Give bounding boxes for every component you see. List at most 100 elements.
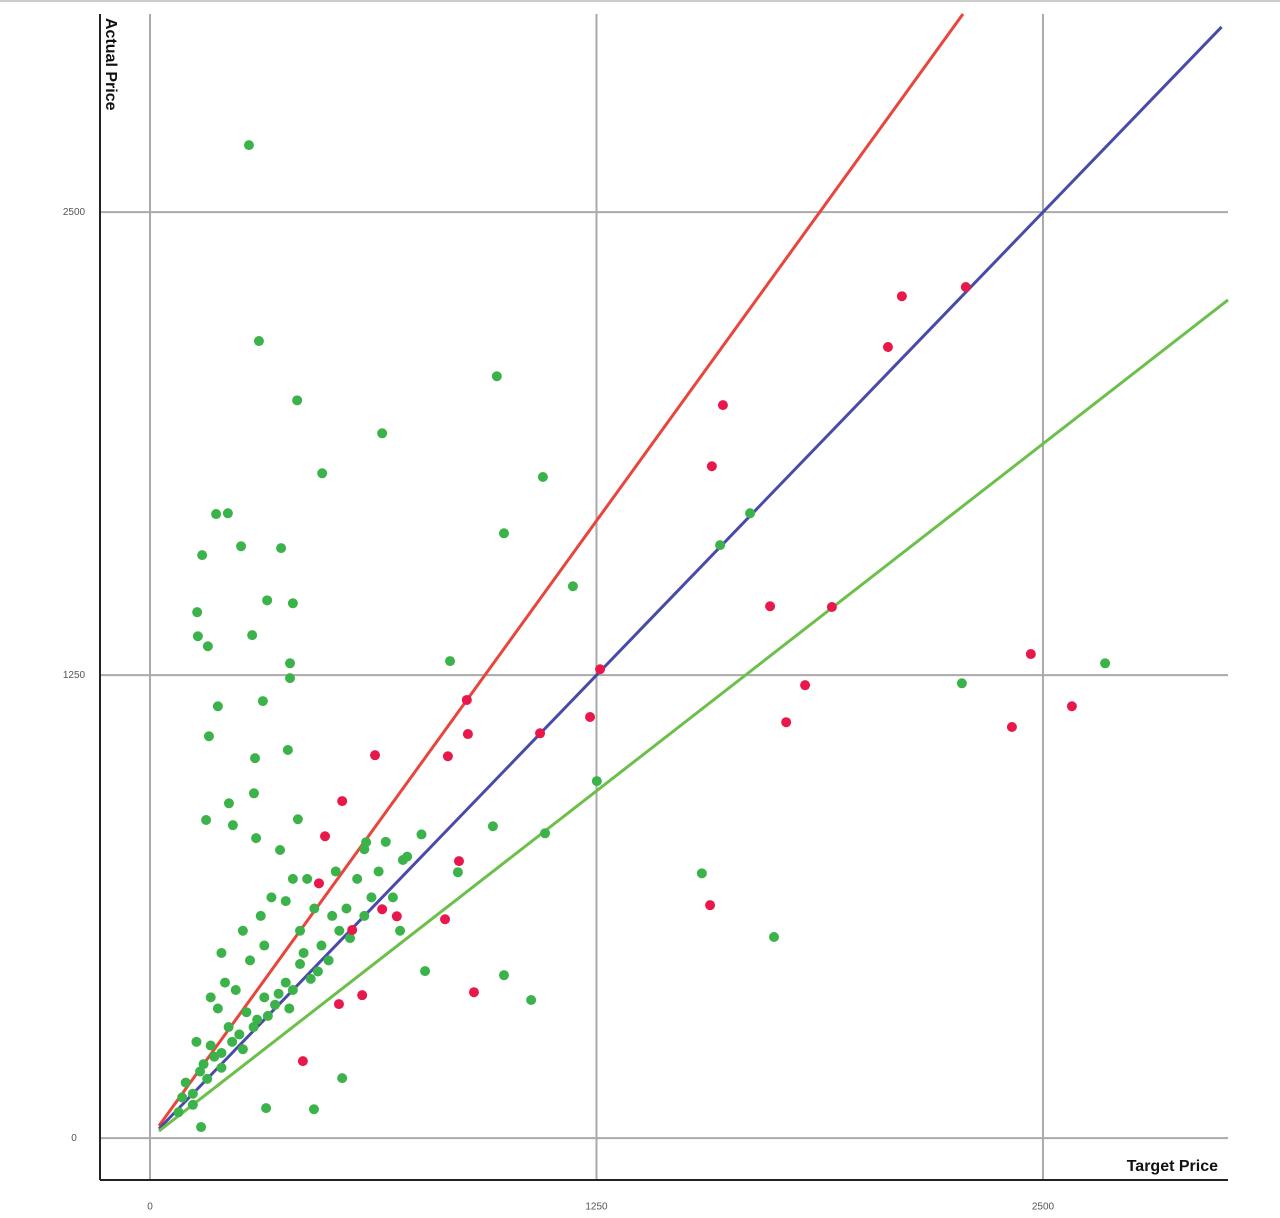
point (205, 992, 216, 1003)
reference-lines (157, 13, 1229, 1133)
point (248, 788, 259, 799)
point (201, 814, 212, 825)
point (209, 1051, 220, 1062)
point (280, 977, 291, 988)
point (330, 866, 341, 877)
point (373, 866, 384, 877)
point (705, 900, 716, 911)
point (347, 924, 358, 935)
point (1100, 658, 1111, 669)
point (202, 641, 213, 652)
point (261, 1103, 272, 1114)
point (302, 873, 313, 884)
point (334, 925, 345, 936)
point (526, 994, 537, 1005)
x-tick-label: 2500 (1032, 1202, 1055, 1213)
point (769, 932, 780, 943)
point (313, 878, 324, 889)
point (316, 940, 327, 951)
x-tick-label: 0 (147, 1202, 153, 1213)
point (317, 468, 328, 479)
point (245, 955, 256, 966)
point (305, 973, 316, 984)
point (196, 1122, 207, 1133)
point (345, 933, 356, 944)
point (327, 910, 338, 921)
point (715, 540, 726, 551)
point (220, 977, 231, 988)
point (462, 729, 473, 740)
point (230, 984, 241, 995)
point (297, 1056, 308, 1067)
point (745, 508, 756, 519)
point (826, 602, 837, 613)
point (298, 947, 309, 958)
reference-line (157, 13, 965, 1127)
point (197, 550, 208, 561)
point (402, 851, 413, 862)
point (491, 371, 502, 382)
point (882, 341, 893, 352)
point (177, 1092, 188, 1103)
point (276, 543, 287, 554)
point (216, 1062, 227, 1073)
point (1025, 649, 1036, 660)
y-axis-title: Actual Price (102, 18, 119, 111)
point (337, 796, 348, 807)
point (266, 892, 277, 903)
point (270, 999, 281, 1010)
point (173, 1107, 184, 1118)
point (282, 744, 293, 755)
point (387, 892, 398, 903)
point (366, 892, 377, 903)
point (255, 910, 266, 921)
point (357, 990, 368, 1001)
point (498, 970, 509, 981)
point (198, 1059, 209, 1070)
point (498, 528, 509, 539)
point (595, 664, 606, 675)
point (241, 1007, 252, 1018)
point (461, 694, 472, 705)
point (180, 1077, 191, 1088)
point (273, 988, 284, 999)
point (247, 630, 258, 641)
point (320, 831, 331, 842)
point (1006, 722, 1017, 733)
point (567, 581, 578, 592)
point (445, 656, 456, 667)
point (222, 508, 233, 519)
point (236, 541, 247, 552)
point (285, 673, 296, 684)
point (192, 607, 203, 618)
point (187, 1099, 198, 1110)
point (223, 1022, 234, 1033)
point (234, 1029, 245, 1040)
point (292, 814, 303, 825)
point (223, 798, 234, 809)
point (292, 395, 303, 406)
point (706, 461, 717, 472)
point (391, 911, 402, 922)
point (1066, 701, 1077, 712)
point (252, 1014, 263, 1025)
point (352, 873, 363, 884)
point (227, 1036, 238, 1047)
point (468, 987, 479, 998)
point (253, 336, 264, 347)
point (287, 984, 298, 995)
point (781, 717, 792, 728)
point (237, 1044, 248, 1055)
point (370, 750, 381, 761)
point (416, 829, 427, 840)
point (591, 776, 602, 787)
point (192, 631, 203, 642)
point (284, 1003, 295, 1014)
point (295, 959, 306, 970)
x-axis-title: Target Price (1127, 1158, 1218, 1175)
point (333, 999, 344, 1010)
point (341, 903, 352, 914)
point (203, 731, 214, 742)
